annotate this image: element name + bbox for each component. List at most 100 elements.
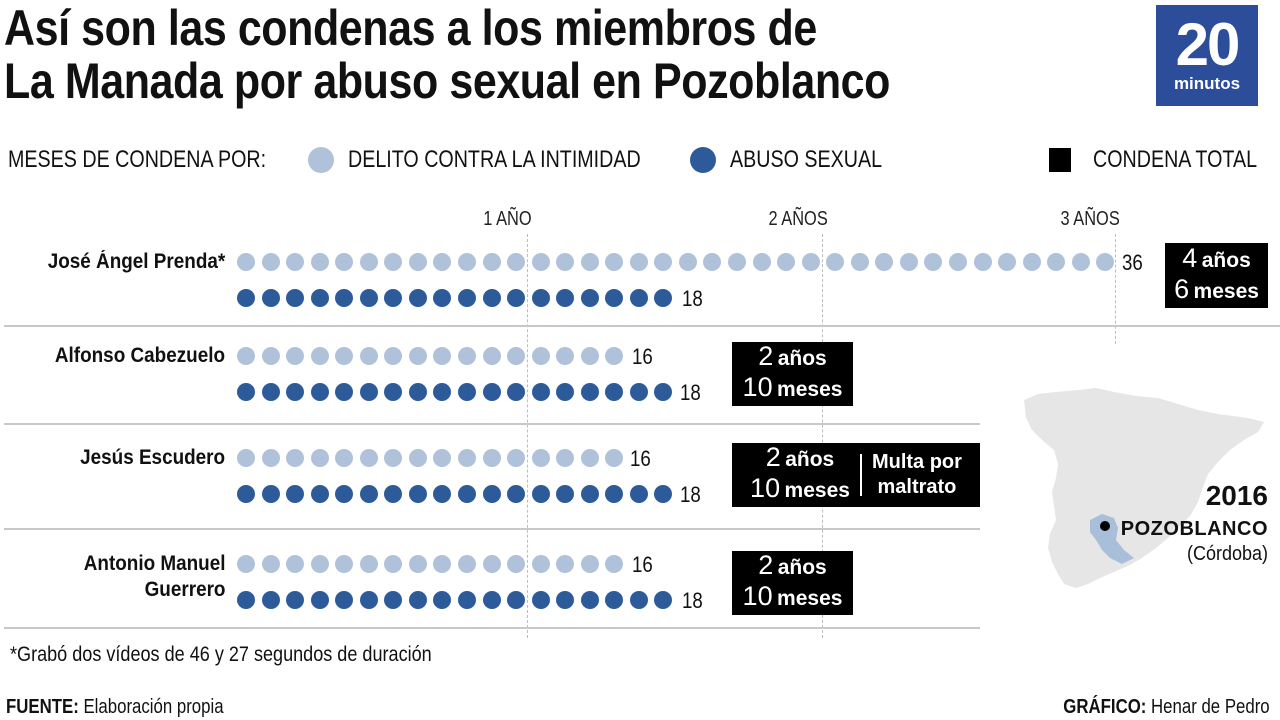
dot-abuso [359, 383, 378, 401]
dot-abuso [507, 485, 526, 503]
dot-abuso [482, 591, 501, 609]
dot-intimidad [359, 555, 378, 573]
spain-map [1024, 388, 1264, 588]
dot-intimidad [384, 449, 403, 467]
dot-abuso [237, 485, 255, 503]
map-town: POZOBLANCO [1120, 518, 1268, 540]
dot-intimidad [335, 555, 354, 573]
dot-abuso [654, 383, 673, 401]
dot-abuso [335, 383, 354, 401]
spain-land [1024, 388, 1264, 588]
dot-intimidad [580, 555, 599, 573]
dot-abuso [384, 289, 403, 307]
dot-abuso [457, 289, 476, 307]
total-box-escudero: 2 años 10 meses Multa por maltrato [732, 443, 980, 507]
dot-abuso [531, 485, 550, 503]
dot-intimidad [531, 347, 550, 365]
dot-intimidad [433, 449, 452, 467]
dot-abuso [286, 383, 305, 401]
20minutos-logo: 20 minutos [1156, 5, 1258, 106]
row-name-cabezuelo: Alfonso Cabezuelo [54, 344, 225, 367]
dot-intimidad [531, 555, 550, 573]
dot-intimidad [605, 347, 624, 365]
gridline-1-year [527, 234, 528, 638]
dot-intimidad [556, 555, 575, 573]
dot-abuso [654, 591, 673, 609]
dot-intimidad [703, 253, 722, 271]
gridline-3-years [1115, 234, 1116, 344]
dot-intimidad [482, 555, 501, 573]
dot-intimidad [654, 253, 673, 271]
dot-abuso [457, 485, 476, 503]
dot-abuso [482, 485, 501, 503]
dot-intimidad [237, 449, 255, 467]
value-label-cabezuelo-intimidad: 16 [632, 344, 653, 369]
value-label-prenda-abuso: 18 [682, 286, 703, 311]
dot-intimidad [310, 449, 329, 467]
dot-intimidad [1096, 253, 1115, 271]
dot-abuso [605, 485, 624, 503]
row-separator [4, 528, 980, 530]
dot-abuso [433, 383, 452, 401]
value-label-guerrero-abuso: 18 [682, 588, 703, 613]
title-line-2: La Manada por abuso sexual en Pozoblanco [4, 53, 891, 109]
dot-intimidad [433, 555, 452, 573]
pozoblanco-location-marker [1100, 521, 1110, 531]
dot-intimidad [359, 449, 378, 467]
legend-prefix: MESES DE CONDENA POR: [8, 146, 267, 173]
dot-intimidad [507, 347, 526, 365]
box-divider [859, 454, 862, 496]
dot-abuso [580, 383, 599, 401]
map-year: 2016 [1205, 480, 1268, 511]
dot-intimidad [310, 347, 329, 365]
axis-tick-3-years: 3 AÑOS [1060, 208, 1120, 230]
dot-abuso [335, 591, 354, 609]
dot-intimidad [261, 555, 280, 573]
dot-abuso [408, 289, 427, 307]
axis-tick-2-years: 2 AÑOS [768, 208, 828, 230]
dot-intimidad [237, 347, 255, 365]
dot-abuso [261, 485, 280, 503]
dot-intimidad [580, 449, 599, 467]
row-separator [4, 627, 980, 629]
black-square-icon [1049, 148, 1071, 172]
dot-intimidad [237, 253, 255, 271]
dot-abuso [359, 591, 378, 609]
dot-abuso [507, 591, 526, 609]
dot-intimidad [507, 555, 526, 573]
value-label-prenda-intimidad: 36 [1122, 250, 1143, 275]
logo-word: minutos [1173, 74, 1241, 93]
dot-intimidad [556, 449, 575, 467]
dot-intimidad [826, 253, 845, 271]
dot-abuso [457, 383, 476, 401]
dot-intimidad [531, 449, 550, 467]
dot-intimidad [973, 253, 992, 271]
dot-abuso [310, 591, 329, 609]
dot-intimidad [408, 555, 427, 573]
dot-intimidad [408, 347, 427, 365]
dot-intimidad [261, 449, 280, 467]
dot-intimidad [998, 253, 1017, 271]
dot-intimidad [801, 253, 820, 271]
dot-abuso [580, 591, 599, 609]
dot-intimidad [777, 253, 796, 271]
dot-intimidad [507, 449, 526, 467]
dot-intimidad [1071, 253, 1090, 271]
dot-abuso [384, 591, 403, 609]
dot-abuso [556, 289, 575, 307]
dot-intimidad [678, 253, 697, 271]
dot-abuso [556, 591, 575, 609]
dot-intimidad [310, 253, 329, 271]
dot-abuso [605, 289, 624, 307]
dot-intimidad [924, 253, 943, 271]
legend: MESES DE CONDENA POR: DELITO CONTRA LA I… [8, 146, 1280, 176]
dot-abuso [408, 485, 427, 503]
row-name-escudero: Jesús Escudero [80, 446, 225, 469]
row-separator [4, 423, 980, 425]
dot-intimidad [335, 449, 354, 467]
dot-abuso [507, 383, 526, 401]
total-box-guerrero: 2 años 10 meses [732, 551, 853, 615]
row-separator [4, 325, 1280, 327]
dot-abuso [433, 289, 452, 307]
dot-intimidad [899, 253, 918, 271]
